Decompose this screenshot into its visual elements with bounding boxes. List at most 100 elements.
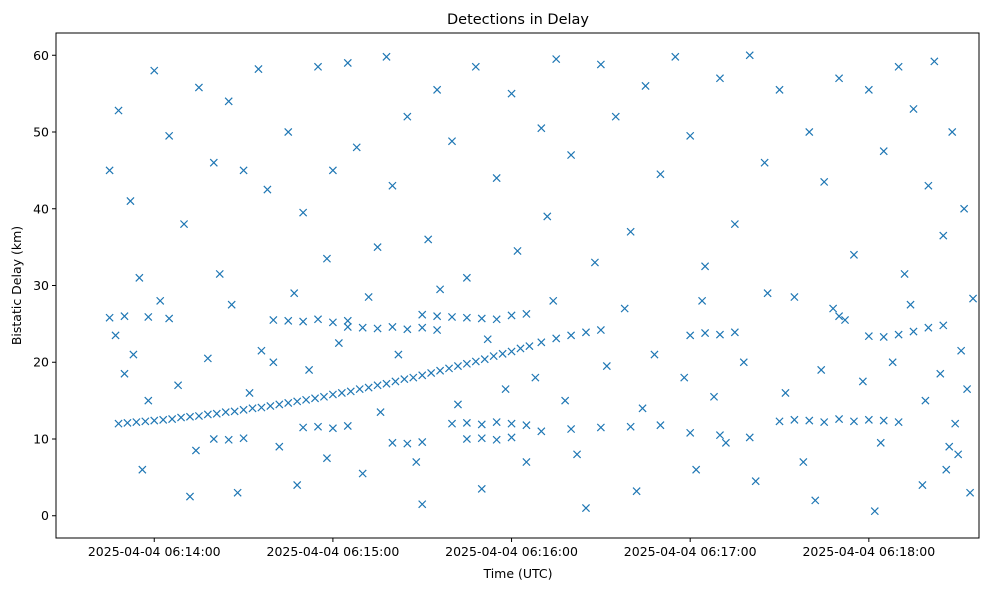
data-point-marker [817,365,826,374]
plot-area-frame [55,32,980,539]
data-point-marker [373,381,382,390]
data-point-marker [105,166,114,175]
data-point-marker [894,62,903,71]
data-point-marker [313,62,323,71]
y-tick-label: 20 [33,355,49,370]
data-point-marker [444,364,454,373]
data-point-marker [924,181,933,190]
data-point-marker [313,422,323,431]
data-point-marker [319,392,328,401]
data-point-marker [194,83,203,92]
data-point-marker [328,318,337,327]
data-point-marker [602,362,611,371]
data-point-marker [626,227,635,236]
data-point-marker [739,358,748,367]
data-point-marker [864,332,873,341]
data-point-marker [135,273,144,282]
data-point-marker [343,58,352,67]
data-point-marker [721,438,730,447]
data-point-marker [224,97,233,106]
data-point-marker [522,309,531,318]
data-point-marker [626,422,635,431]
data-point-marker [418,323,427,332]
data-point-marker [483,335,492,344]
data-point-marker [596,325,605,335]
data-point-marker [388,181,397,190]
data-point-marker [709,392,719,401]
data-point-marker [311,394,320,403]
data-point-marker [686,331,695,340]
data-point-marker [403,439,412,448]
data-point-marker [388,438,397,447]
data-point-marker [328,166,337,175]
data-point-marker [293,481,302,490]
data-point-marker [492,315,501,324]
data-point-marker [531,373,540,382]
data-point-marker [567,424,576,434]
data-point-marker [864,415,873,424]
data-point-marker [924,323,933,332]
data-point-marker [343,316,352,325]
data-point-marker [358,469,367,478]
data-point-marker [299,317,308,326]
data-point-marker [477,484,486,493]
data-point-marker [275,442,284,451]
data-point-marker [507,89,516,98]
data-point-marker [284,316,293,325]
y-tick-label: 30 [33,278,49,293]
data-point-marker [471,357,480,366]
x-tick-label: 2025-04-04 06:16:00 [445,544,578,559]
data-point-marker [209,158,218,167]
y-tick-label: 60 [33,48,49,63]
data-point-marker [263,185,272,194]
data-point-marker [942,465,951,474]
data-point-marker [364,383,373,392]
data-point-marker [322,254,331,263]
data-point-marker [424,235,433,244]
data-point-marker [686,131,695,140]
data-point-marker [477,420,486,429]
data-point-marker [552,55,561,64]
data-point-marker [156,296,165,305]
data-point-marker [507,347,516,356]
data-point-marker [129,350,138,359]
data-point-marker [671,52,680,61]
data-point-marker [590,258,599,267]
data-point-marker [477,434,486,443]
data-point-marker [257,403,266,412]
data-point-marker [698,296,707,305]
data-point-marker [781,388,790,397]
data-point-marker [334,339,343,348]
data-points [105,51,978,516]
data-point-marker [888,358,897,367]
data-point-marker [203,354,212,363]
data-point-marker [358,323,367,332]
data-point-marker [433,85,442,94]
data-point-marker [638,404,647,413]
data-point-marker [799,457,808,467]
data-point-marker [165,314,174,323]
data-point-marker [879,416,888,425]
data-point-marker [567,151,576,160]
data-point-marker [191,446,200,455]
data-point-marker [894,330,903,339]
data-point-marker [144,396,153,405]
data-point-marker [427,368,436,378]
data-point-marker [656,170,665,179]
data-point-marker [489,352,498,361]
data-point-marker [969,294,978,303]
data-point-marker [790,292,799,302]
data-point-marker [382,52,391,61]
data-point-marker [462,359,471,368]
data-point-marker [266,401,275,411]
data-point-marker [209,434,218,444]
data-point-marker [573,450,582,459]
data-point-marker [337,388,346,397]
data-point-marker [960,204,969,213]
data-point-marker [876,438,885,447]
data-point-marker [811,496,820,505]
x-tick-label: 2025-04-04 06:18:00 [802,544,935,559]
data-point-marker [537,338,546,347]
data-point-marker [105,313,114,322]
data-point-marker [894,418,903,427]
